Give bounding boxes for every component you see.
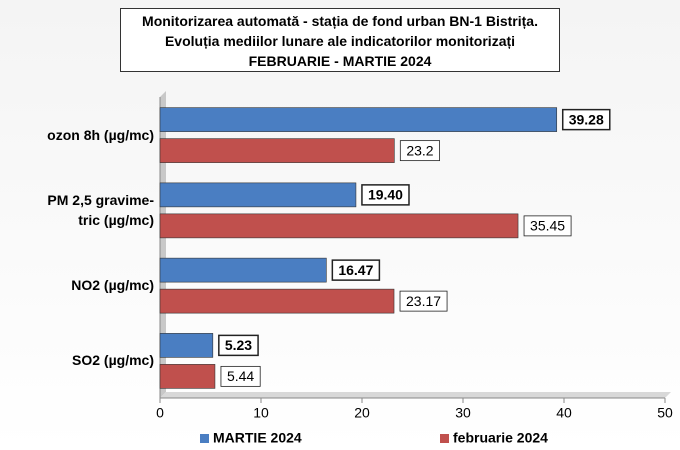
bar	[159, 333, 214, 358]
bar	[159, 138, 395, 163]
y-tick-label: ozon 8h (µg/mc)	[47, 126, 154, 143]
value-label-box	[523, 215, 572, 237]
bar	[159, 257, 327, 283]
value-label-box	[561, 108, 611, 131]
value-label-box	[218, 334, 259, 357]
value-label-box	[361, 184, 410, 206]
bar	[159, 364, 216, 389]
y-tick-label: SO2 (µg/mc)	[72, 352, 154, 369]
x-tick-label: 50	[657, 405, 673, 421]
bar	[159, 182, 357, 208]
x-tick-label: 40	[556, 405, 572, 421]
legend-label: februarie 2024	[453, 430, 548, 446]
value-label: 5.44	[227, 368, 254, 384]
bar	[159, 288, 395, 314]
x-tick-label: 30	[455, 405, 471, 421]
bar	[159, 107, 558, 132]
x-tick-label: 0	[156, 405, 164, 421]
value-label-box	[399, 290, 448, 312]
legend-label: MARTIE 2024	[213, 430, 302, 446]
value-label: 5.23	[225, 337, 252, 353]
value-label: 23.17	[406, 293, 441, 309]
value-label: 23.2	[406, 142, 433, 158]
value-label-box	[220, 365, 261, 387]
x-tick-label: 10	[253, 405, 269, 421]
plot-floor	[160, 392, 671, 398]
value-label-box	[399, 140, 440, 162]
value-label: 19.40	[368, 187, 403, 203]
legend-swatch	[200, 434, 209, 443]
chart-title: Monitorizarea automată - stația de fond …	[120, 8, 560, 72]
value-label: 16.47	[338, 262, 373, 278]
value-label: 39.28	[569, 111, 604, 127]
x-tick-label: 20	[354, 405, 370, 421]
bar	[159, 213, 519, 239]
plot-wall	[160, 91, 166, 398]
value-label: 35.45	[530, 218, 565, 234]
legend-swatch	[440, 434, 449, 443]
y-tick-label: NO2 (µg/mc)	[71, 277, 154, 294]
y-tick-label: PM 2,5 gravime- tric (µg/mc)	[47, 191, 154, 228]
value-label-box	[331, 259, 381, 281]
